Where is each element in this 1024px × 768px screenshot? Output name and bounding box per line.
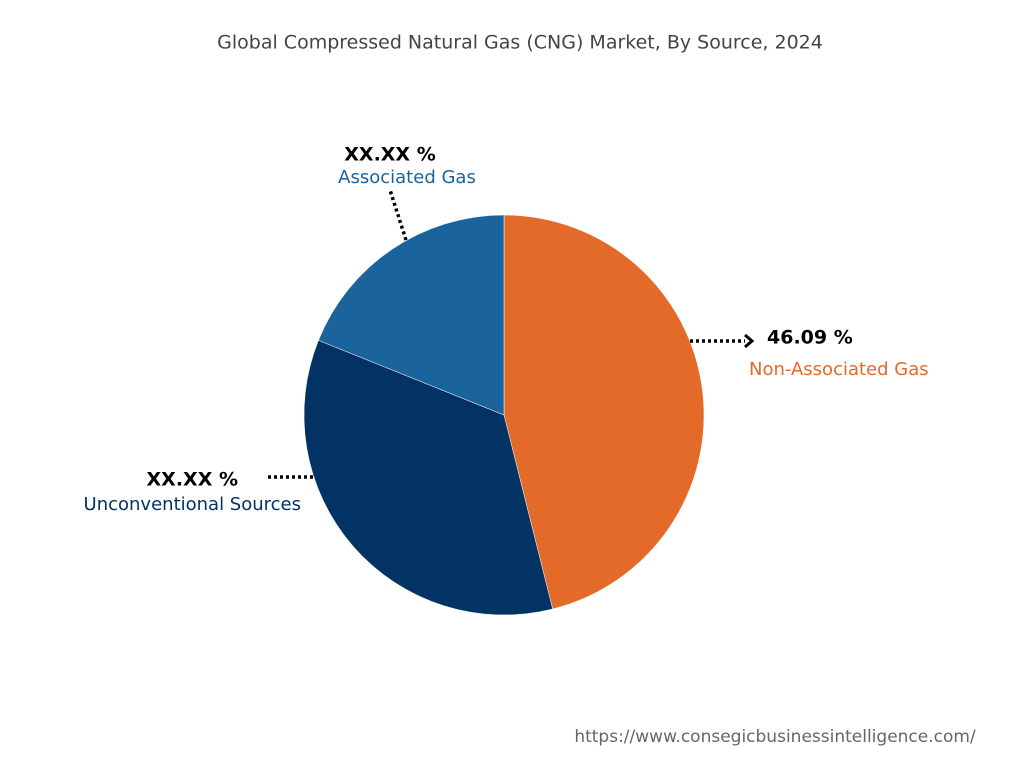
category-label: Non-Associated Gas [749,359,929,380]
category-label: Unconventional Sources [84,494,301,515]
source-url: https://www.consegicbusinessintelligence… [574,727,976,747]
category-label: Associated Gas [338,167,476,188]
pie-slice [318,214,505,416]
leader-arrow [744,333,755,349]
value-label: XX.XX % [147,469,238,491]
value-label: 46.09 % [767,327,853,349]
pie-slice [503,214,705,610]
value-label: XX.XX % [344,144,435,166]
pie-slice [303,339,553,616]
leader-line [388,189,408,241]
chart-title: Global Compressed Natural Gas (CNG) Mark… [217,32,823,54]
